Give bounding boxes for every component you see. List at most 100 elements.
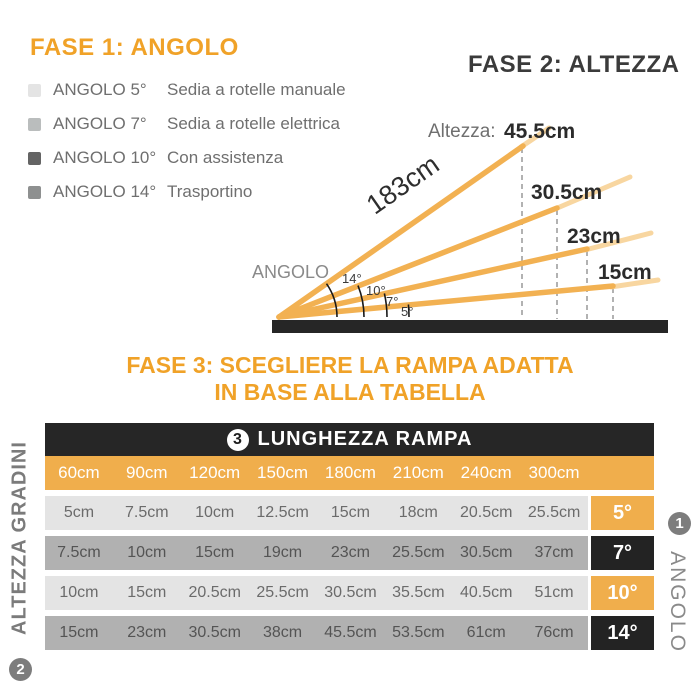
height-label-15: 15cm — [598, 261, 652, 284]
table-row-14deg: 15cm 23cm 30.5cm 38cm 45.5cm 53.5cm 61cm… — [45, 616, 654, 650]
height-cell: 51cm — [534, 584, 574, 601]
height-label-23: 23cm — [567, 225, 621, 248]
angolo-label: ANGOLO — [252, 262, 329, 282]
table-header: 3 LUNGHEZZA RAMPA — [45, 423, 654, 456]
height-cell: 61cm — [466, 624, 506, 641]
height-cell: 23cm — [330, 544, 370, 561]
column-header: 240cm — [460, 463, 512, 482]
ramp-line-10deg-tip — [552, 174, 633, 212]
height-cell: 7.5cm — [57, 544, 101, 561]
angle-arcs — [325, 283, 410, 318]
height-cell: 20.5cm — [459, 504, 513, 521]
angle-cell-5deg: 5° — [591, 496, 654, 530]
height-cell: 45.5cm — [324, 624, 377, 641]
height-cell: 15cm — [330, 504, 370, 521]
ramp-angle-diagram: 14° 10° 7° 5° ANGOLO 183cm Altezza: 45.5… — [252, 120, 668, 333]
fase1-title: FASE 1: ANGOLO — [30, 34, 239, 61]
step-1-badge: 1 — [668, 512, 691, 535]
legend-desc: Con assistenza — [167, 148, 284, 167]
height-cell: 25.5cm — [527, 504, 581, 521]
ramp-line-14deg-tip — [518, 125, 552, 150]
ramp-line-5deg-tip — [608, 277, 661, 290]
height-cell: 15cm — [59, 624, 99, 641]
table-row-7deg: 7.5cm 10cm 15cm 19cm 23cm 25.5cm 30.5cm … — [45, 536, 654, 570]
ramp-line-5deg — [276, 283, 616, 320]
column-header: 60cm — [58, 463, 100, 482]
height-cell: 18cm — [398, 504, 438, 521]
left-axis-label: ALTEZZA GRADINI — [8, 441, 31, 635]
legend-item-7deg: ANGOLO 7° Sedia a rotelle elettrica — [28, 114, 346, 134]
height-cell: 10cm — [59, 584, 99, 601]
column-header: 210cm — [392, 463, 444, 482]
height-cell: 25.5cm — [256, 584, 309, 601]
legend-swatch-5deg — [28, 83, 41, 97]
height-cell: 5cm — [63, 504, 95, 521]
legend-label: ANGOLO 10° — [53, 148, 157, 167]
legend-swatch-10deg — [28, 151, 41, 165]
column-header: 90cm — [126, 463, 168, 482]
fase2-title: FASE 2: ALTEZZA — [468, 51, 680, 78]
right-axis-label: ANGOLO — [666, 551, 689, 653]
legend-item-5deg: ANGOLO 5° Sedia a rotelle manuale — [28, 80, 346, 100]
angle-label-14: 14° — [342, 271, 362, 286]
height-cell: 15cm — [195, 544, 235, 561]
table-title: LUNGHEZZA RAMPA — [257, 428, 473, 450]
height-cell: 25.5cm — [392, 544, 445, 561]
height-cell: 7.5cm — [125, 504, 169, 521]
height-cell: 15cm — [127, 584, 167, 601]
table-row-5deg: 5cm 7.5cm 10cm 12.5cm 15cm 18cm 20.5cm 2… — [45, 496, 654, 530]
angle-label-5: 5° — [401, 304, 413, 319]
height-cell: 40.5cm — [459, 584, 513, 601]
height-cell: 35.5cm — [392, 584, 445, 601]
fase3-title-line1: FASE 3: SCEGLIERE LA RAMPA ADATTA — [126, 352, 574, 378]
height-cell: 10cm — [127, 544, 167, 561]
angle-cell-10deg: 10° — [591, 576, 654, 610]
column-header-row: 60cm 90cm 120cm 150cm 180cm 210cm 240cm … — [45, 456, 654, 490]
column-header: 300cm — [528, 463, 580, 482]
height-cell: 30.5cm — [188, 624, 241, 641]
height-cell: 10cm — [195, 504, 235, 521]
height-cell: 20.5cm — [188, 584, 241, 601]
fase3-title-line2: IN BASE ALLA TABELLA — [214, 379, 486, 405]
height-label-45: 45.5cm — [504, 120, 575, 143]
angle-cell-14deg: 14° — [591, 616, 654, 650]
legend-item-14deg: ANGOLO 14° Trasportino — [28, 182, 346, 202]
column-header: 150cm — [257, 463, 309, 482]
angle-cell-7deg: 7° — [591, 536, 654, 570]
height-cell: 53.5cm — [392, 624, 445, 641]
height-cell: 38cm — [263, 624, 303, 641]
legend-label: ANGOLO 14° — [53, 182, 157, 201]
dashed-height-lines — [521, 148, 614, 319]
legend-label: ANGOLO 5° — [53, 80, 147, 99]
ramp-line-7deg-tip — [582, 230, 654, 253]
height-cell: 76cm — [534, 624, 574, 641]
height-cell: 30.5cm — [324, 584, 377, 601]
height-cell: 30.5cm — [459, 544, 513, 561]
column-header: 180cm — [324, 463, 376, 482]
angle-label-7: 7° — [386, 294, 398, 309]
height-cell: 19cm — [263, 544, 303, 561]
legend-desc: Sedia a rotelle elettrica — [167, 114, 340, 133]
column-header: 120cm — [189, 463, 241, 482]
step-3-badge: 3 — [226, 428, 249, 451]
fase3-title: FASE 3: SCEGLIERE LA RAMPA ADATTA IN BAS… — [0, 352, 700, 406]
ramp-line-10deg — [276, 205, 560, 320]
height-cell: 23cm — [127, 624, 167, 641]
legend-swatch-7deg — [28, 117, 41, 131]
angle-label-10: 10° — [366, 283, 386, 298]
legend-item-10deg: ANGOLO 10° Con assistenza — [28, 148, 346, 168]
angle-legend: ANGOLO 5° Sedia a rotelle manuale ANGOLO… — [28, 80, 346, 202]
ground-bar — [272, 320, 668, 333]
ramp-line-7deg — [276, 246, 590, 320]
altezza-prefix-label: Altezza: — [428, 121, 496, 142]
legend-label: ANGOLO 7° — [53, 114, 147, 133]
ramp-line-14deg — [276, 143, 526, 320]
table-row-10deg: 10cm 15cm 20.5cm 25.5cm 30.5cm 35.5cm 40… — [45, 576, 654, 610]
height-label-30: 30.5cm — [531, 181, 602, 204]
legend-swatch-14deg — [28, 185, 41, 199]
height-cell: 37cm — [534, 544, 574, 561]
height-cell: 12.5cm — [256, 504, 309, 521]
step-2-badge: 2 — [9, 658, 32, 681]
legend-desc: Sedia a rotelle manuale — [167, 80, 346, 99]
legend-desc: Trasportino — [167, 182, 253, 201]
